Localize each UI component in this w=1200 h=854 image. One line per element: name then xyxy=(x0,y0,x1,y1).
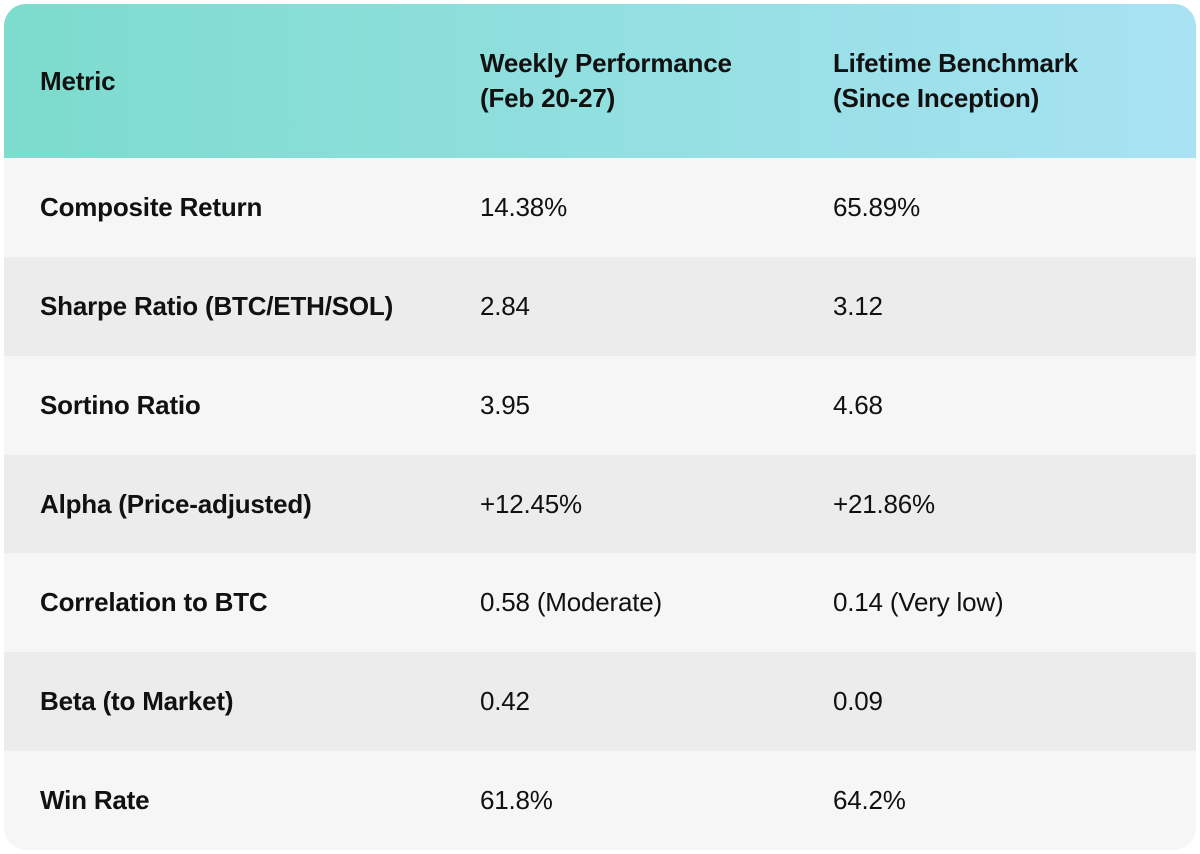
lifetime-value-cell: 4.68 xyxy=(833,389,883,420)
lifetime-value-cell: 0.14 (Very low) xyxy=(833,587,1004,618)
table-row: Sharpe Ratio (BTC/ETH/SOL) 2.84 3.12 xyxy=(4,256,1196,356)
header-weekly-label: Weekly Performance xyxy=(480,48,732,78)
header-lifetime-sublabel: (Since Inception) xyxy=(833,83,1040,113)
header-weekly-sublabel: (Feb 20-27) xyxy=(480,83,616,113)
weekly-value-cell: +12.45% xyxy=(480,488,582,519)
header-metric-label: Metric xyxy=(40,65,116,96)
lifetime-value-cell: 0.09 xyxy=(833,686,883,717)
weekly-value-cell: 0.58 (Moderate) xyxy=(480,587,662,618)
lifetime-value-cell: 65.89% xyxy=(833,191,920,222)
header-metric-column: Metric xyxy=(40,64,480,99)
header-lifetime-column: Lifetime Benchmark (Since Inception) xyxy=(833,46,1196,116)
weekly-value-cell: 61.8% xyxy=(480,785,553,816)
performance-table-card: Metric Weekly Performance (Feb 20-27) Li… xyxy=(4,4,1196,850)
metric-cell: Sharpe Ratio (BTC/ETH/SOL) xyxy=(40,290,394,321)
metric-cell: Sortino Ratio xyxy=(40,389,201,420)
table-row: Win Rate 61.8% 64.2% xyxy=(4,751,1196,850)
metric-cell: Composite Return xyxy=(40,191,263,222)
metric-cell: Correlation to BTC xyxy=(40,587,268,618)
table-row: Correlation to BTC 0.58 (Moderate) 0.14 … xyxy=(4,553,1196,653)
weekly-value-cell: 0.42 xyxy=(480,686,530,717)
table-row: Alpha (Price-adjusted) +12.45% +21.86% xyxy=(4,454,1196,554)
header-weekly-column: Weekly Performance (Feb 20-27) xyxy=(480,46,833,116)
metric-cell: Win Rate xyxy=(40,785,150,816)
weekly-value-cell: 14.38% xyxy=(480,191,567,222)
metric-cell: Beta (to Market) xyxy=(40,686,234,717)
weekly-value-cell: 3.95 xyxy=(480,389,530,420)
table-row: Beta (to Market) 0.42 0.09 xyxy=(4,652,1196,752)
weekly-value-cell: 2.84 xyxy=(480,290,530,321)
header-lifetime-label: Lifetime Benchmark xyxy=(833,48,1078,78)
table-row: Composite Return 14.38% 65.89% xyxy=(4,158,1196,257)
table-row: Sortino Ratio 3.95 4.68 xyxy=(4,355,1196,455)
table-header: Metric Weekly Performance (Feb 20-27) Li… xyxy=(4,4,1196,158)
lifetime-value-cell: 64.2% xyxy=(833,785,906,816)
metric-cell: Alpha (Price-adjusted) xyxy=(40,488,312,519)
lifetime-value-cell: +21.86% xyxy=(833,488,935,519)
lifetime-value-cell: 3.12 xyxy=(833,290,883,321)
